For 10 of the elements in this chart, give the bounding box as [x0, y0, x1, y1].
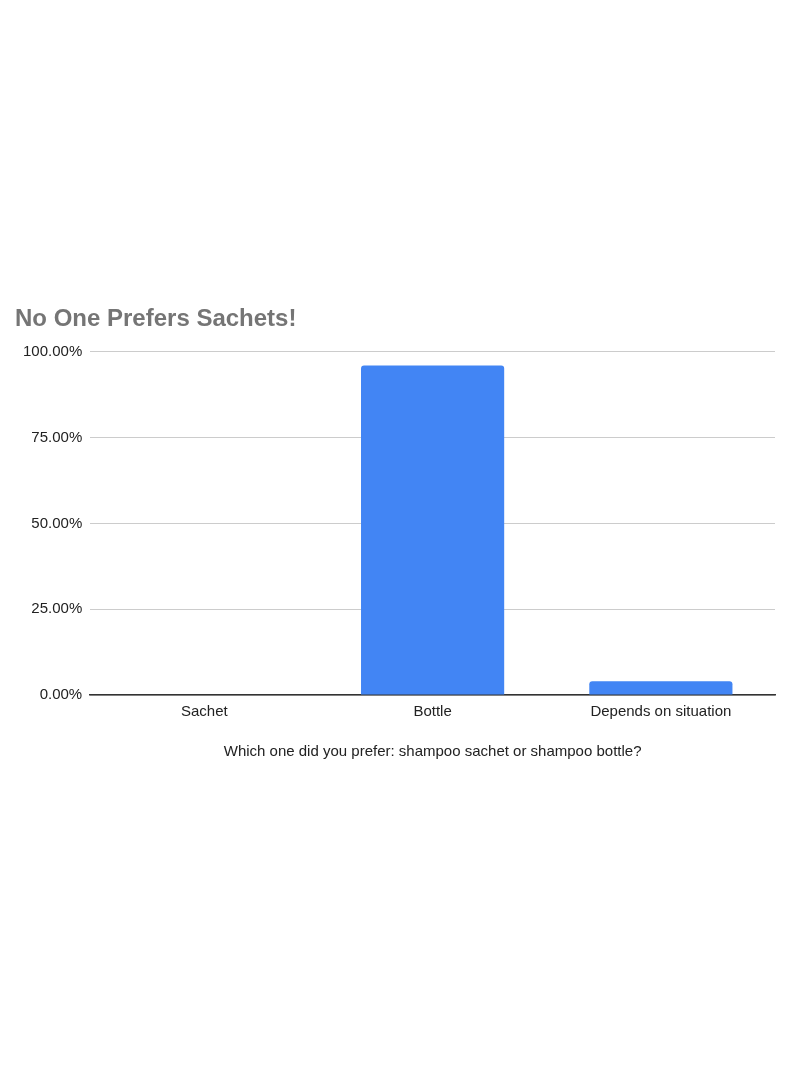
x-axis-title: Which one did you prefer: shampoo sachet or shampoo bottle? [223, 742, 642, 760]
x-tick-label: Depends on situation [590, 702, 732, 720]
y-tick-label: 0.00% [39, 685, 83, 703]
x-tick-label: Sachet [181, 702, 229, 720]
y-tick-label: 25.00% [31, 599, 83, 617]
y-tick-label: 100.00% [23, 341, 83, 359]
y-tick-label: 75.00% [31, 427, 83, 445]
x-tick-label: Bottle [413, 702, 452, 720]
chart-title: No One Prefers Sachets! [15, 304, 297, 332]
y-tick-label: 50.00% [31, 513, 83, 531]
